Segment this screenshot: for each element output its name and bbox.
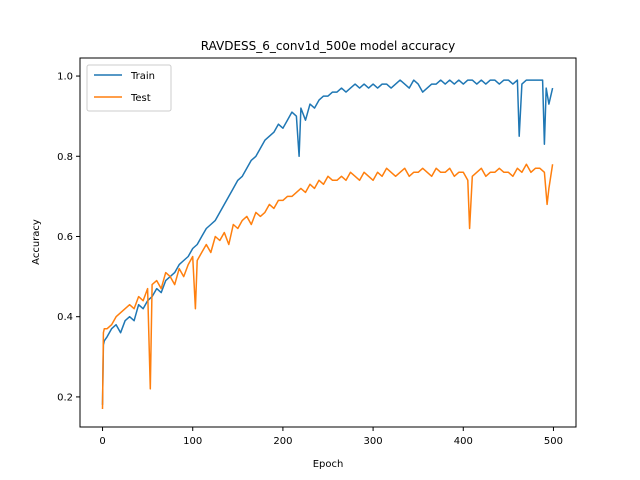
plot-area: [101, 79, 554, 410]
y-tick-label: 1.0: [57, 72, 73, 83]
series-line-train: [101, 79, 554, 405]
x-tick-label: 0: [99, 436, 105, 447]
x-tick-label: 300: [364, 436, 383, 447]
x-tick-label: 200: [273, 436, 292, 447]
x-axis-label: Epoch: [313, 459, 344, 470]
y-axis-label: Accuracy: [31, 219, 42, 265]
x-tick-label: 400: [454, 436, 473, 447]
y-tick-label: 0.6: [57, 232, 73, 243]
x-tick-label: 100: [183, 436, 202, 447]
legend-label-train: Train: [130, 71, 155, 82]
plot-frame: [79, 57, 577, 428]
y-tick-label: 0.8: [57, 152, 73, 163]
series-line-test: [101, 163, 554, 410]
chart-title: RAVDESS_6_conv1d_500e model accuracy: [201, 39, 456, 53]
legend-label-test: Test: [130, 93, 151, 104]
y-tick-label: 0.2: [57, 392, 73, 403]
legend: Train Test: [86, 64, 172, 112]
legend-box: [86, 64, 172, 112]
y-tick-label: 0.4: [57, 312, 73, 323]
x-tick-label: 500: [544, 436, 563, 447]
axes: 0 100 200 300 400 500 0.2 0.4 0.6 0.8 1.0: [57, 72, 563, 447]
